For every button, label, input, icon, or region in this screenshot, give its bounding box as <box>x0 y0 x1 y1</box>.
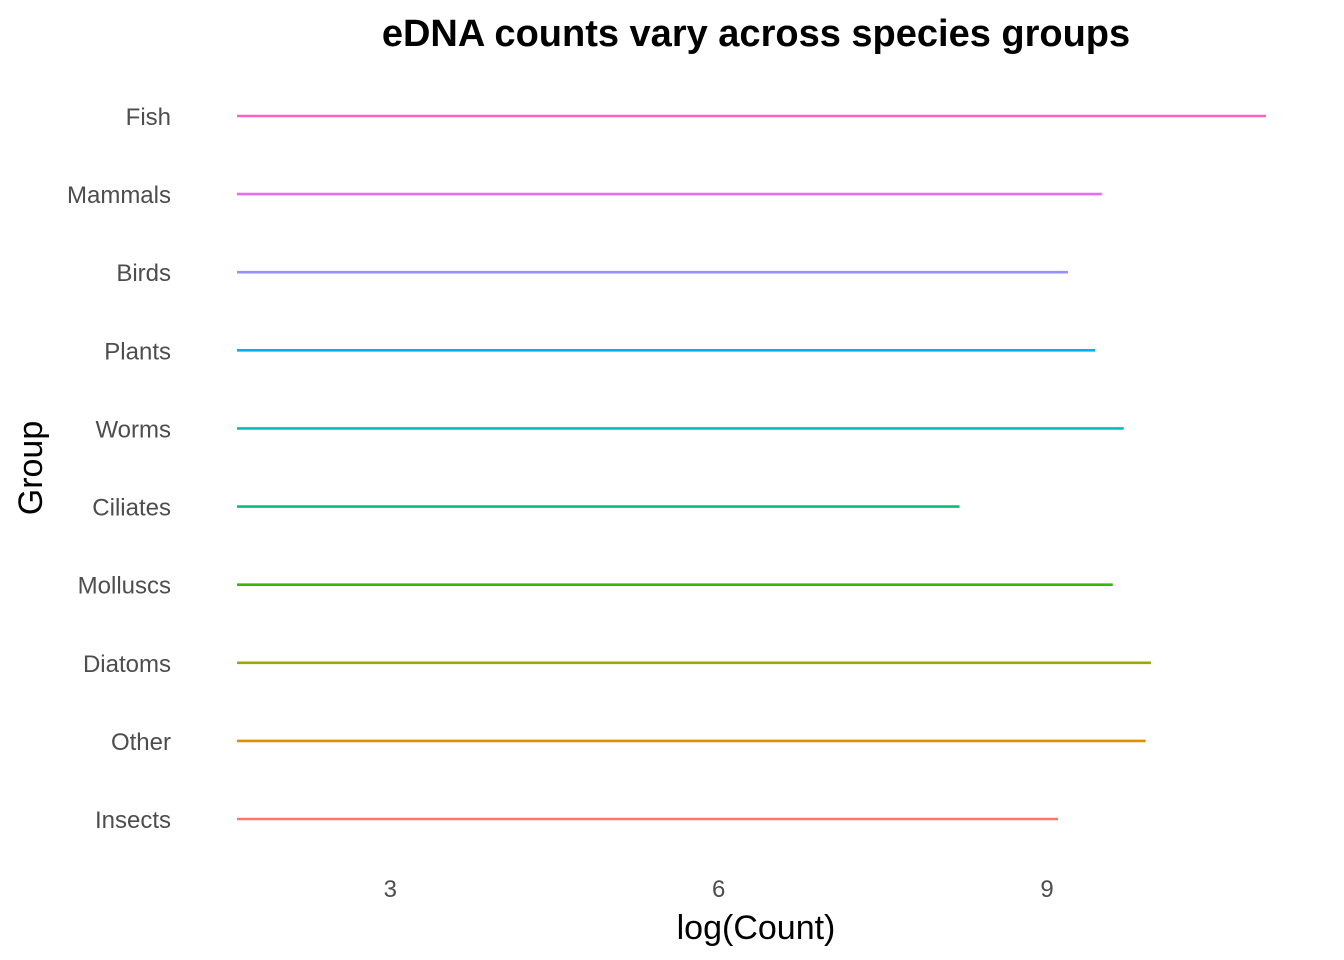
series-lines <box>237 114 1267 821</box>
x-tick-label: 6 <box>712 876 725 903</box>
y-tick-label: Fish <box>126 104 171 131</box>
x-axis-title: log(Count) <box>677 909 836 947</box>
y-axis-title: Group <box>12 421 50 516</box>
y-tick-label: Birds <box>116 260 171 287</box>
x-tick-label: 9 <box>1040 876 1053 903</box>
y-tick-label: Ciliates <box>92 495 171 522</box>
y-tick-label: Insects <box>95 807 171 834</box>
x-tick-label: 3 <box>384 876 397 903</box>
y-tick-label: Worms <box>95 416 171 443</box>
y-tick-label: Diatoms <box>83 651 171 678</box>
y-axis-tick-labels: Insects Other Diatoms Molluscs Ciliates Worms… <box>67 104 171 834</box>
y-tick-label: Mammals <box>67 182 171 209</box>
y-tick-label: Molluscs <box>78 573 171 600</box>
chart-title: eDNA counts vary across species groups <box>382 13 1130 55</box>
x-axis-tick-labels: 3 6 9 <box>384 876 1054 903</box>
y-tick-label: Plants <box>104 338 171 365</box>
y-tick-label: Other <box>111 729 171 756</box>
